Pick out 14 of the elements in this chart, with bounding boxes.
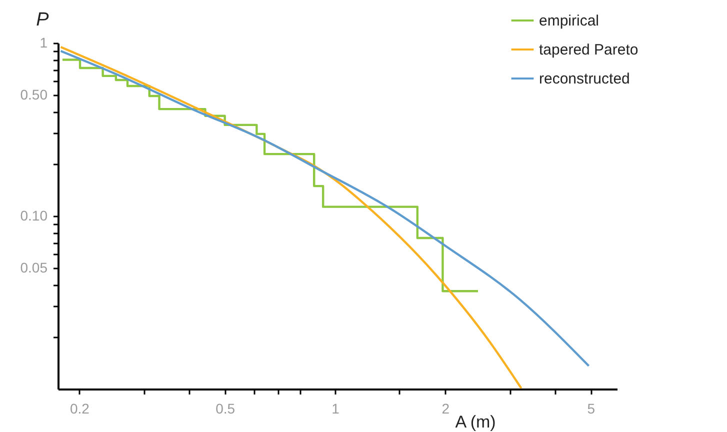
y-tick-label: 0.05 xyxy=(20,260,48,276)
legend-label: reconstructed xyxy=(539,70,630,88)
x-tick-label: 1 xyxy=(332,400,340,416)
x-tick-label: 0.2 xyxy=(70,400,90,416)
y-tick-label: 0.50 xyxy=(20,86,48,103)
y-tick-label: 0.10 xyxy=(20,208,48,224)
x-tick-label: 2 xyxy=(442,400,450,416)
y-axis-title: P xyxy=(36,10,50,30)
x-axis-title: A (m) xyxy=(455,412,496,432)
legend-label: tapered Pareto xyxy=(539,42,638,58)
x-tick-label: 0.5 xyxy=(216,400,236,416)
y-tick-label: 1 xyxy=(40,34,48,50)
x-tick-label: 5 xyxy=(587,400,596,416)
legend-label: empirical xyxy=(539,12,600,30)
